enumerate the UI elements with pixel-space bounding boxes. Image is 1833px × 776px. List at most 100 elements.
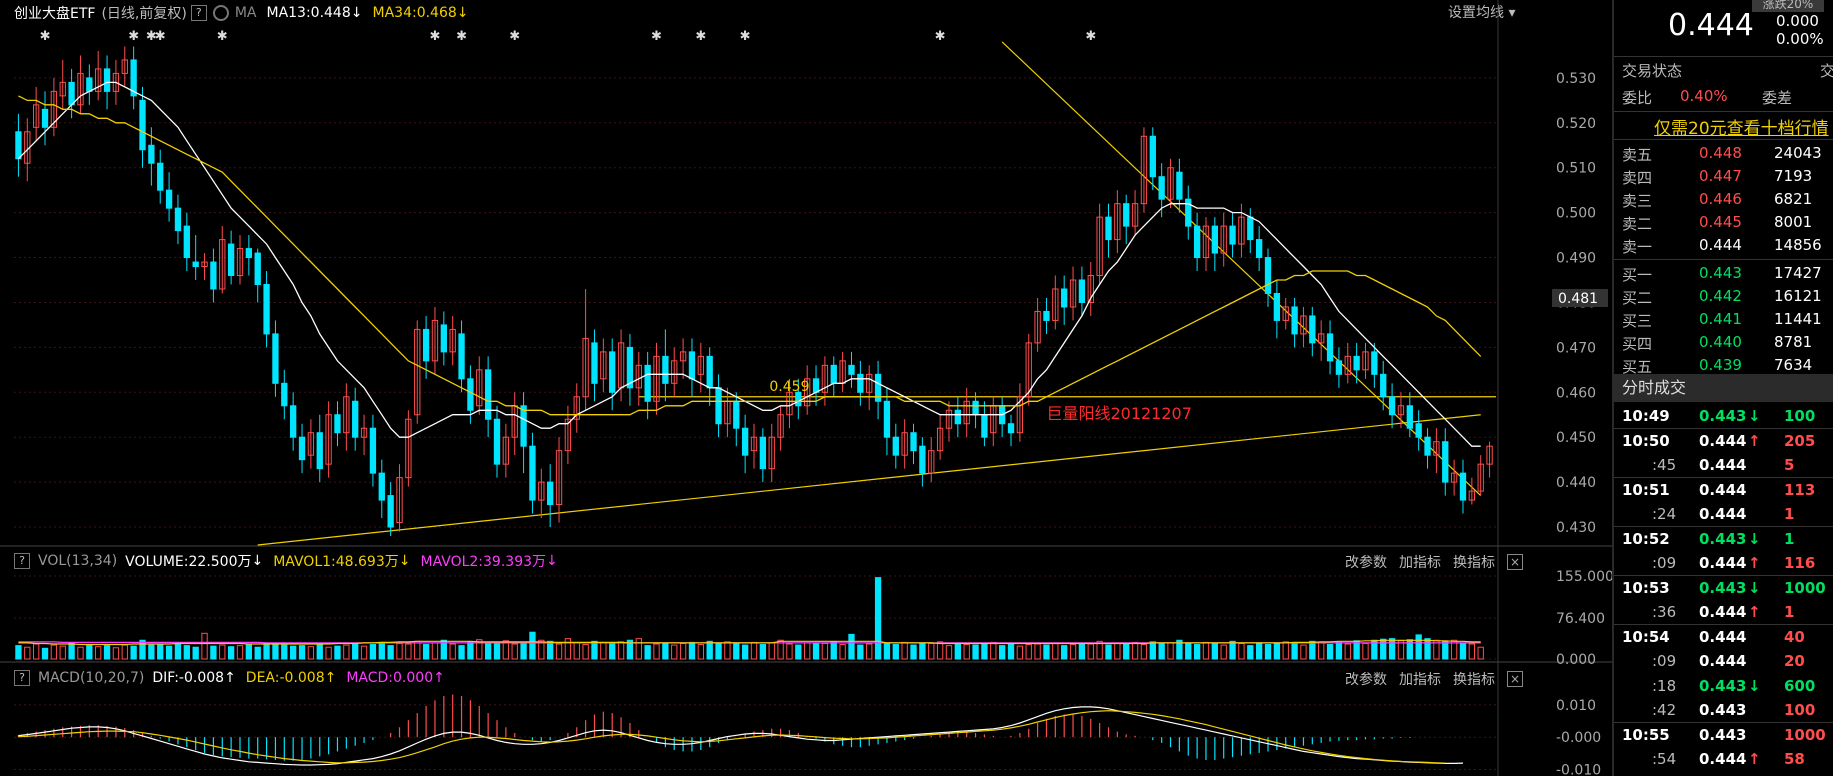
event-marker-icon[interactable]: ✱ <box>40 29 51 44</box>
candle-body[interactable] <box>804 378 811 407</box>
candle-body[interactable] <box>1388 396 1396 416</box>
candle-body[interactable] <box>945 409 953 429</box>
volume-bar[interactable] <box>591 640 598 660</box>
volume-bar[interactable] <box>990 641 997 660</box>
candle-body[interactable] <box>830 364 837 384</box>
volume-bar[interactable] <box>644 645 651 660</box>
volume-bar[interactable] <box>467 641 474 660</box>
candle-body[interactable] <box>1167 167 1174 200</box>
candle-body[interactable] <box>795 391 802 407</box>
candle-body[interactable] <box>1353 355 1360 371</box>
volume-bar[interactable] <box>165 645 173 660</box>
bid-row[interactable]: 买一 0.443 17427 <box>1614 262 1833 286</box>
candle-body[interactable] <box>662 355 669 384</box>
volume-bar[interactable] <box>1202 641 1210 660</box>
volume-bar[interactable] <box>148 644 155 660</box>
volume-help-icon[interactable]: ? <box>14 553 30 569</box>
volume-bar[interactable] <box>511 643 518 660</box>
volume-bar[interactable] <box>901 641 908 660</box>
event-marker-icon[interactable]: ✱ <box>651 29 662 44</box>
volume-bar[interactable] <box>1052 642 1059 660</box>
candle-body[interactable] <box>1335 360 1343 375</box>
candle-body[interactable] <box>1273 292 1281 321</box>
candle-body[interactable] <box>1477 463 1484 492</box>
candle-body[interactable] <box>165 189 173 209</box>
volume-bar[interactable] <box>1069 644 1077 660</box>
volume-bar[interactable] <box>555 643 563 660</box>
candle-body[interactable] <box>422 328 430 362</box>
volume-bar[interactable] <box>272 643 279 660</box>
candle-body[interactable] <box>600 351 607 380</box>
volume-bar[interactable] <box>1247 645 1254 660</box>
candle-body[interactable] <box>1406 405 1413 429</box>
volume-bar[interactable] <box>219 644 226 660</box>
trade-row[interactable]: :18 0.443 ↓ 600 <box>1614 675 1833 699</box>
candle-body[interactable] <box>591 342 598 384</box>
candle-body[interactable] <box>95 68 102 92</box>
trade-row[interactable]: 10:49 0.443 ↓ 100 <box>1614 405 1833 429</box>
volume-bar[interactable] <box>1025 644 1032 660</box>
candle-body[interactable] <box>1176 171 1183 200</box>
volume-bar[interactable] <box>103 645 111 660</box>
volume-bar[interactable] <box>600 642 607 660</box>
candle-body[interactable] <box>405 418 412 479</box>
trade-row[interactable]: 10:54 0.444 40 <box>1614 626 1833 650</box>
candle-body[interactable] <box>1291 306 1298 335</box>
candle-body[interactable] <box>892 436 899 456</box>
volume-bar[interactable] <box>857 644 864 660</box>
volume-bar[interactable] <box>777 639 784 660</box>
volume-bar[interactable] <box>1424 638 1431 660</box>
volume-bar[interactable] <box>1096 640 1103 660</box>
volume-bar[interactable] <box>1007 642 1015 660</box>
volume-bar[interactable] <box>1264 644 1272 660</box>
ask-row[interactable]: 卖二 0.445 8001 <box>1614 211 1833 235</box>
candle-body[interactable] <box>298 436 306 461</box>
event-marker-icon[interactable]: ✱ <box>155 29 166 44</box>
candle-body[interactable] <box>644 364 651 402</box>
candle-body[interactable] <box>857 373 864 393</box>
volume-bar[interactable] <box>1193 644 1201 660</box>
volume-bar[interactable] <box>245 644 253 660</box>
volume-bar[interactable] <box>307 646 315 660</box>
volume-bar[interactable] <box>360 645 368 660</box>
candle-body[interactable] <box>812 378 820 393</box>
ask-row[interactable]: 卖一 0.444 14856 <box>1614 234 1833 258</box>
candle-body[interactable] <box>1486 445 1493 465</box>
volume-bar[interactable] <box>183 645 190 660</box>
volume-bar[interactable] <box>812 643 820 660</box>
volume-bar[interactable] <box>236 645 244 660</box>
trend-line[interactable] <box>257 414 1481 546</box>
candle-body[interactable] <box>1309 315 1316 344</box>
volume-bar[interactable] <box>848 633 855 660</box>
volume-bar[interactable] <box>1167 642 1174 660</box>
candle-body[interactable] <box>582 337 589 398</box>
candle-body[interactable] <box>316 432 323 470</box>
volume-bar[interactable] <box>821 642 829 660</box>
event-marker-icon[interactable]: ✱ <box>695 29 706 44</box>
volume-bar[interactable] <box>157 643 164 660</box>
volume-bar[interactable] <box>1176 639 1183 660</box>
candle-body[interactable] <box>1105 216 1112 241</box>
promo-link[interactable]: 仅需20元查看十档行情 <box>1654 119 1829 139</box>
candle-body[interactable] <box>1016 396 1024 434</box>
volume-bar[interactable] <box>768 642 775 660</box>
volume-bar[interactable] <box>1318 642 1325 660</box>
volume-bar[interactable] <box>919 643 926 660</box>
volume-bar[interactable] <box>874 577 882 660</box>
volume-bar[interactable] <box>1291 642 1298 660</box>
candle-body[interactable] <box>467 378 474 411</box>
volume-bar[interactable] <box>192 646 199 660</box>
candle-body[interactable] <box>1424 436 1431 456</box>
volume-bar[interactable] <box>1158 642 1165 660</box>
volume-bar[interactable] <box>422 644 430 660</box>
volume-bar[interactable] <box>688 641 696 660</box>
candle-body[interactable] <box>529 445 536 501</box>
candle-body[interactable] <box>290 405 297 438</box>
volume-bar[interactable] <box>1300 644 1307 660</box>
macd-add-indicator-button[interactable]: 加指标 <box>1399 672 1441 688</box>
candle-body[interactable] <box>1096 216 1103 277</box>
volume-bar[interactable] <box>626 639 634 660</box>
volume-bar[interactable] <box>1353 640 1360 660</box>
volume-bar[interactable] <box>520 641 527 660</box>
